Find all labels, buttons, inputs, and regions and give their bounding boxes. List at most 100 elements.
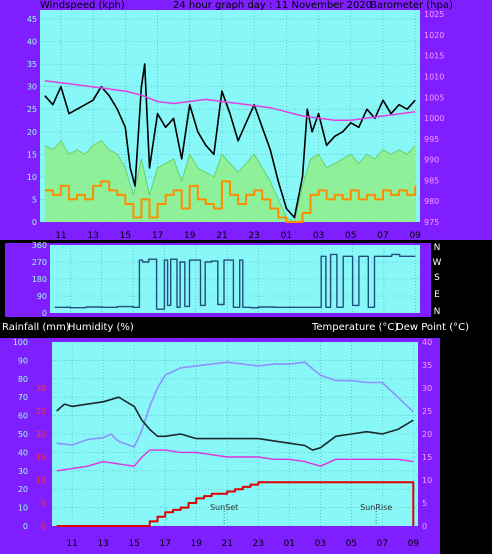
temperature-y-tick-label: 10 [422, 476, 432, 485]
rain-y-tick-label: 15 [36, 453, 46, 462]
compass-s-label: S [434, 273, 440, 283]
rain-y-tick-label: 30 [36, 384, 46, 393]
temperature-y-tick-label: 25 [422, 407, 432, 416]
rain-y-tick-label: 25 [36, 407, 46, 416]
sunset-label: SunSet [210, 503, 238, 512]
temperature-line [56, 396, 414, 451]
barometer-y-tick-label: 1025 [424, 10, 444, 19]
barometer-y-tick-label: 985 [424, 176, 439, 185]
temperature-y-tick-label: 15 [422, 453, 432, 462]
avg-wind-line [44, 140, 416, 223]
humidity-y-tick-label: 40 [18, 448, 28, 457]
wind-y-tick-label: 35 [27, 60, 37, 69]
compass-n-label: N [434, 307, 441, 317]
barometer-y-tick-label: 1020 [424, 31, 444, 40]
wind-y-tick-label: 0 [32, 218, 37, 227]
wind-x-tick-label: 13 [87, 231, 98, 241]
rain-line [56, 481, 415, 527]
sunrise-label: SunRise [360, 503, 392, 512]
barometer-y-tick-label: 995 [424, 135, 439, 144]
rain-y-tick-label: 5 [41, 499, 46, 508]
lower-x-tick-label: 19 [191, 539, 203, 549]
wind-x-tick-label: 21 [216, 231, 227, 241]
lower-x-tick-label: 03 [315, 539, 326, 549]
lower-x-tick-label: 07 [377, 539, 388, 549]
barometer-title: Barometer (hpa) [370, 0, 453, 11]
lower-x-tick-label: 11 [66, 539, 77, 549]
rain-y-tick-label: 0 [41, 522, 46, 531]
dewpoint-line [56, 449, 414, 472]
humidity-y-tick-label: 20 [18, 485, 28, 494]
lower-x-tick-label: 05 [346, 539, 357, 549]
compass-e-label: E [434, 290, 440, 300]
wind-y-tick-label: 45 [27, 15, 37, 24]
direction-y-tick-label: 90 [37, 292, 47, 301]
graph-day-title: 24 hour graph day : 11 November 2020 [173, 0, 373, 11]
temperature-y-tick-label: 5 [422, 499, 427, 508]
barometer-y-tick-label: 980 [424, 197, 439, 206]
barometer-y-tick-label: 1000 [424, 114, 444, 123]
humidity-y-tick-label: 100 [13, 338, 28, 347]
compass-n-label: N [434, 243, 441, 253]
humidity-y-tick-label: 60 [18, 412, 28, 421]
wind-y-tick-label: 5 [32, 195, 37, 204]
rainfall-label: Rainfall (mm) [2, 322, 70, 333]
temperature-y-tick-label: 0 [422, 522, 427, 531]
wind-x-tick-label: 03 [313, 231, 324, 241]
barometer-y-tick-label: 990 [424, 156, 439, 165]
wind-x-tick-label: 11 [55, 231, 66, 241]
wind-y-tick-label: 40 [27, 38, 37, 47]
wind-x-tick-label: 07 [377, 231, 388, 241]
wind-y-tick-label: 25 [27, 105, 37, 114]
wind-y-tick-label: 10 [27, 173, 37, 182]
lower-x-tick-label: 01 [284, 539, 295, 549]
wind-y-tick-label: 20 [27, 128, 37, 137]
barometer-y-tick-label: 1015 [424, 52, 444, 61]
direction-y-tick-label: 0 [42, 309, 47, 318]
humidity-y-tick-label: 70 [18, 393, 28, 402]
humidity-y-tick-label: 50 [18, 430, 28, 439]
direction-y-tick-label: 270 [32, 258, 47, 267]
direction-y-tick-label: 360 [32, 241, 47, 250]
humidity-y-tick-label: 90 [18, 356, 28, 365]
humidity-y-tick-label: 0 [23, 522, 28, 531]
humidity-y-tick-label: 10 [18, 504, 28, 513]
humidity-label: Humidity (%) [68, 322, 134, 333]
temperature-label: Temperature (°C) [312, 322, 399, 333]
dewpoint-label: Dew Point (°C) [396, 322, 470, 333]
wind-x-tick-label: 19 [184, 231, 196, 241]
lower-x-tick-label: 23 [253, 539, 264, 549]
wind-x-tick-label: 01 [281, 231, 292, 241]
humidity-y-tick-label: 80 [18, 375, 28, 384]
rain-y-tick-label: 20 [36, 430, 46, 439]
lower-x-tick-label: 21 [222, 539, 233, 549]
temperature-y-tick-label: 30 [422, 384, 432, 393]
barometer-line [44, 79, 416, 121]
wind-direction-line [54, 253, 416, 310]
barometer-y-tick-label: 975 [424, 218, 439, 227]
rain-y-tick-label: 10 [36, 476, 46, 485]
direction-y-tick-label: 180 [32, 275, 47, 284]
temperature-y-tick-label: 35 [422, 361, 432, 370]
wind-y-tick-label: 15 [27, 150, 37, 159]
direction-plot-area [50, 245, 420, 313]
wind-y-tick-label: 30 [27, 83, 37, 92]
lower-x-tick-label: 15 [128, 539, 139, 549]
wind-x-tick-label: 23 [248, 231, 259, 241]
lower-x-tick-label: 09 [408, 539, 420, 549]
wind-x-tick-label: 09 [409, 231, 421, 241]
barometer-y-tick-label: 1005 [424, 93, 444, 102]
min-wind-line [44, 180, 417, 223]
wind-x-tick-label: 15 [120, 231, 131, 241]
wind-x-tick-label: 17 [152, 231, 163, 241]
wind-x-tick-label: 05 [345, 231, 356, 241]
humidity-line [56, 361, 414, 448]
temperature-y-tick-label: 20 [422, 430, 432, 439]
compass-w-label: W [433, 258, 442, 268]
temperature-y-tick-label: 40 [422, 338, 432, 347]
humidity-y-tick-label: 30 [18, 467, 28, 476]
lower-x-tick-label: 17 [159, 539, 170, 549]
windspeed-title: Windspeed (kph) [40, 0, 125, 11]
lower-x-tick-label: 13 [97, 539, 108, 549]
